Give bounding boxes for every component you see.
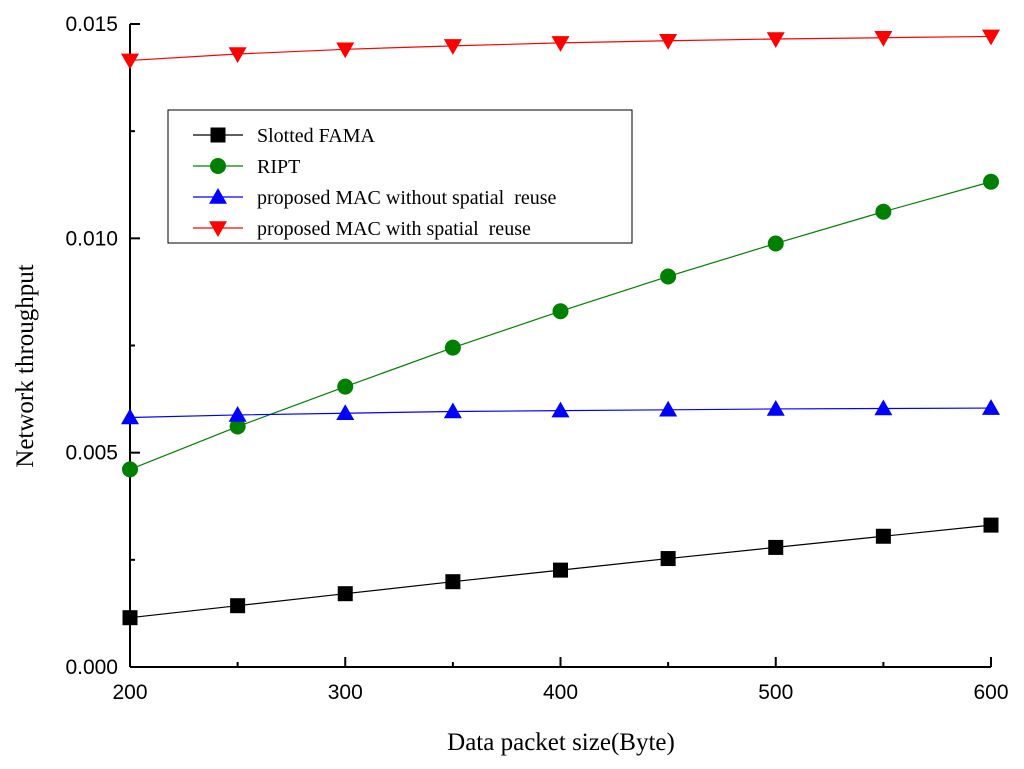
- data-point: [983, 173, 999, 190]
- data-point: [659, 400, 678, 417]
- series-3: [121, 399, 1000, 425]
- legend-label: proposed MAC without spatial reuse: [257, 187, 557, 209]
- data-point: [443, 39, 462, 55]
- data-point: [551, 401, 570, 418]
- legend-box: [167, 109, 633, 244]
- data-point: [122, 461, 138, 478]
- data-point: [337, 378, 354, 395]
- data-point: [982, 29, 1000, 46]
- data-point: [230, 598, 246, 614]
- x-tick-label: 200: [112, 681, 147, 704]
- data-point: [228, 405, 247, 422]
- data-point: [660, 268, 677, 285]
- data-point: [443, 402, 462, 419]
- x-axis-title: Data packet size(Byte): [447, 729, 675, 756]
- data-point: [122, 610, 138, 626]
- data-point: [445, 574, 461, 590]
- data-point: [982, 399, 1000, 415]
- data-point: [660, 551, 676, 567]
- data-point: [444, 339, 461, 356]
- series-2: [122, 173, 999, 478]
- series-layer: [121, 29, 1000, 626]
- data-point: [874, 399, 893, 416]
- legend-entry: proposed MAC without spatial reuse: [193, 187, 557, 209]
- data-point: [768, 539, 784, 555]
- legend-label: proposed MAC with spatial reuse: [257, 218, 531, 240]
- x-tick-label: 400: [543, 681, 578, 704]
- data-point: [551, 36, 570, 52]
- legend-marker: [210, 158, 226, 174]
- x-tick-label: 600: [973, 681, 1008, 704]
- data-point: [874, 30, 893, 47]
- data-point: [229, 418, 246, 435]
- data-point: [121, 408, 139, 425]
- data-point: [121, 53, 139, 70]
- legend-entry: RIPT: [193, 156, 300, 178]
- y-tick-label: 0.015: [65, 13, 118, 36]
- x-tick-label: 500: [758, 681, 793, 704]
- axes-layer: 200 300 400 500 600 0.000 0.005 0.010 0.015: [65, 13, 1008, 704]
- data-point: [766, 399, 785, 416]
- data-point: [766, 32, 785, 49]
- series-1: [122, 517, 999, 626]
- y-tick-label: 0.000: [65, 656, 118, 679]
- y-tick-label: 0.010: [65, 227, 118, 250]
- series-4: [121, 29, 1000, 70]
- data-point: [767, 235, 784, 252]
- data-point: [228, 47, 247, 64]
- data-point: [983, 517, 999, 533]
- legend-entry: proposed MAC with spatial reuse: [193, 218, 531, 240]
- legend-marker: [210, 127, 226, 143]
- data-point: [337, 586, 353, 602]
- legend-entry: Slotted FAMA: [193, 125, 376, 147]
- legend-marker: [209, 188, 227, 204]
- legend-label: Slotted FAMA: [257, 125, 376, 147]
- legend: Slotted FAMA RIPT proposed MAC without spa…: [167, 109, 633, 244]
- data-point: [875, 203, 892, 220]
- data-point: [659, 33, 678, 50]
- data-point: [336, 404, 355, 420]
- data-point: [336, 42, 355, 59]
- x-tick-label: 300: [328, 681, 363, 704]
- y-tick-label: 0.005: [65, 442, 118, 465]
- legend-marker: [209, 221, 227, 237]
- data-point: [553, 562, 568, 578]
- legend-label: RIPT: [257, 156, 300, 178]
- data-point: [875, 528, 891, 544]
- data-point: [552, 303, 569, 320]
- y-axis-title: Network throughput: [12, 264, 39, 467]
